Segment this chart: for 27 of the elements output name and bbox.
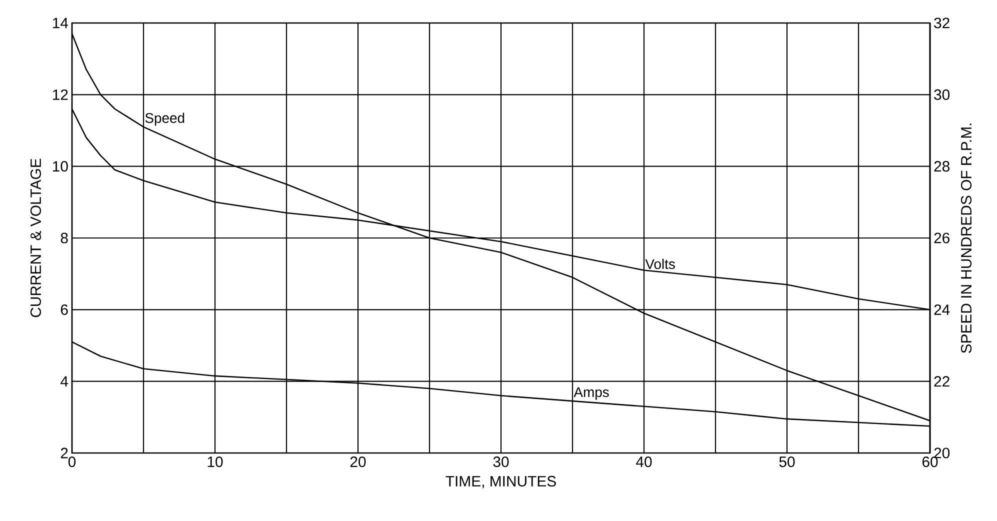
x-tick-label: 60 [922,456,938,468]
x-tick-label: 20 [350,456,366,468]
y2-tick-label: 20 [934,448,950,458]
x-axis-title: TIME, MINUTES [446,476,556,488]
y2-tick-label: 32 [934,18,950,28]
y2-tick-label: 22 [934,376,950,387]
y2-tick-label: 28 [934,161,950,172]
y2-tick-label: 24 [934,304,950,315]
y-tick-label: 2 [60,448,68,458]
x-tick-label: 30 [493,456,509,468]
y2-tick-label: 26 [934,232,950,244]
y-tick-label: 12 [53,89,68,100]
y-tick-label: 6 [60,304,68,315]
series-label: Volts [645,258,675,270]
y2-tick-label: 30 [934,89,950,100]
y-tick-label: 14 [53,18,68,28]
x-tick-label: 10 [208,456,223,468]
y-tick-label: 8 [60,232,68,244]
y-axis-title: CURRENT & VOLTAGE [30,158,42,318]
series-label: Speed [145,112,184,126]
y-tick-label: 4 [60,376,68,386]
y-tick-label: 10 [53,161,68,172]
series-label: Amps [574,387,609,400]
x-tick-label: 50 [779,456,795,468]
x-tick-label: 40 [636,456,652,468]
x-tick-label: 0 [68,456,76,468]
y2-axis-title: SPEED IN HUNDREDS OF R.P.M. [960,124,972,354]
